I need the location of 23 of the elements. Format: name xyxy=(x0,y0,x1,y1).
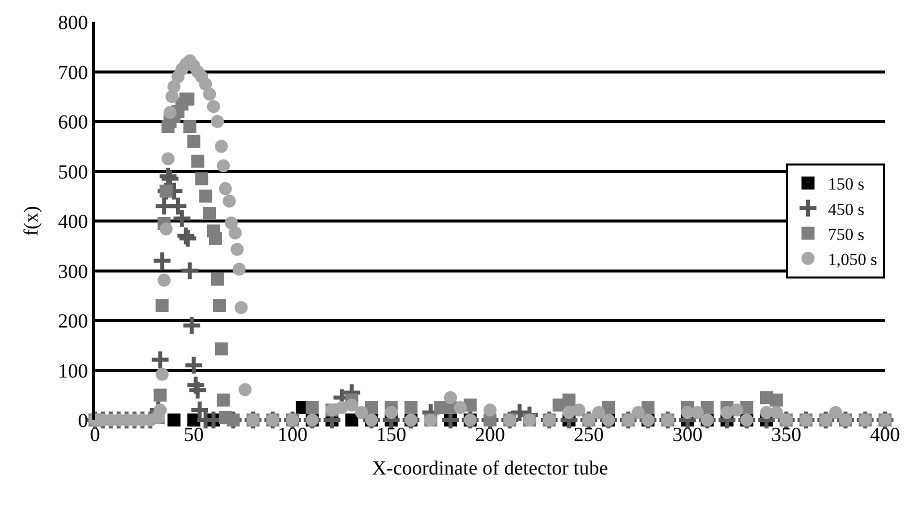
y-tick-label: 200 xyxy=(58,310,88,332)
y-tick-label: 800 xyxy=(58,12,88,34)
legend-label: 450 s xyxy=(828,200,864,219)
y-axis-title: f(x) xyxy=(20,206,42,236)
x-tick-label: 400 xyxy=(870,424,900,446)
y-tick-label: 0 xyxy=(78,410,88,432)
y-tick-label: 300 xyxy=(58,260,88,283)
y-tick-label: 400 xyxy=(58,211,88,233)
y-tick-label: 100 xyxy=(58,360,88,382)
x-tick-label: 350 xyxy=(771,424,802,446)
legend-label: 750 s xyxy=(828,224,864,244)
x-tick-label: 300 xyxy=(672,424,702,446)
x-tick-label: 50 xyxy=(184,424,204,446)
x-tick-label: 250 xyxy=(574,424,604,446)
x-tick-label: 200 xyxy=(475,424,505,446)
y-tick-label: 600 xyxy=(58,112,88,134)
legend-label: 1,050 s xyxy=(828,250,878,269)
x-tick-label: 100 xyxy=(278,424,308,446)
y-tick-label: 700 xyxy=(58,62,88,84)
y-tick-label: 500 xyxy=(58,161,88,184)
x-axis-title: X-coordinate of detector tube xyxy=(372,458,608,480)
x-tick-label: 150 xyxy=(376,424,406,446)
legend-label: 150 s xyxy=(828,174,864,194)
